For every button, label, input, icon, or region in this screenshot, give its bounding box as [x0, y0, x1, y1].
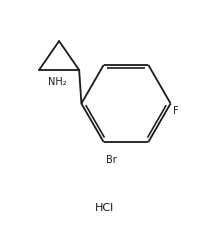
- Text: HCl: HCl: [95, 203, 114, 213]
- Text: NH₂: NH₂: [47, 77, 66, 87]
- Text: Br: Br: [106, 155, 117, 165]
- Text: F: F: [173, 106, 179, 116]
